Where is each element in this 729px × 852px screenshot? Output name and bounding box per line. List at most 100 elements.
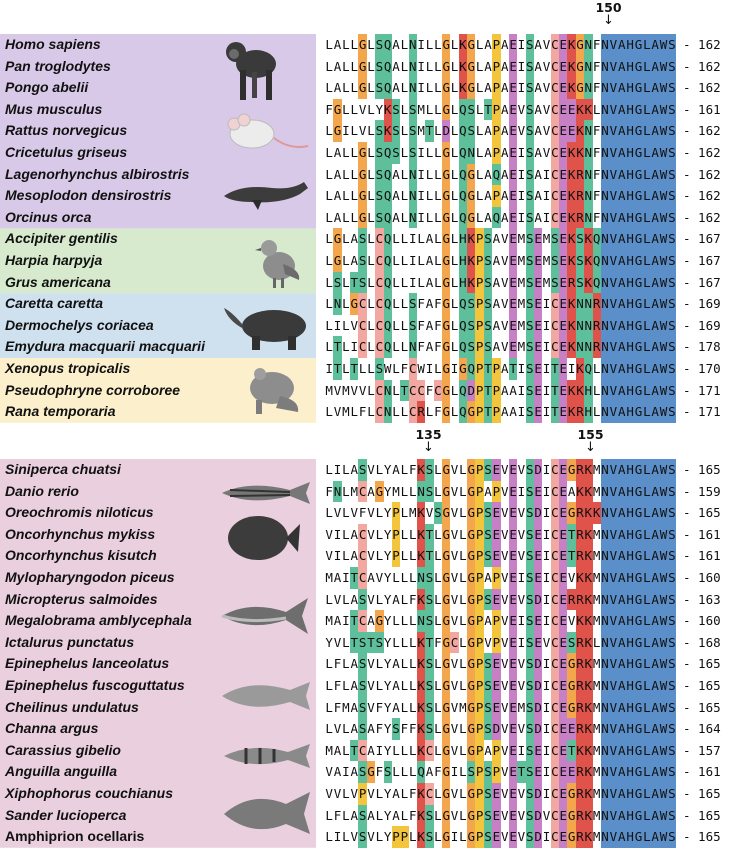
residue: E [508, 653, 518, 675]
residue: I [333, 462, 342, 477]
residue: W [659, 739, 668, 762]
residue: S [525, 783, 534, 805]
residue: H [625, 610, 635, 632]
residue: Q [467, 358, 476, 380]
residue: L [400, 123, 409, 139]
residue: L [350, 209, 359, 225]
residue: L [367, 166, 375, 182]
residue: A [617, 653, 626, 675]
residue: S [483, 336, 493, 358]
species-name: Mesoplodon densirostris [5, 187, 172, 204]
end-position: - 167 [683, 253, 721, 268]
residue: G [634, 696, 643, 719]
residue: N [600, 314, 610, 337]
residue: V [325, 526, 333, 542]
residue: C [550, 77, 560, 99]
residue: L [400, 678, 409, 693]
residue: V [500, 742, 509, 758]
residue: L [475, 37, 484, 52]
residue: S [408, 314, 417, 337]
residue: G [634, 98, 643, 121]
residue: L [342, 742, 350, 758]
end-position: - 167 [683, 231, 721, 247]
residue: G [467, 653, 476, 675]
residue: S [408, 120, 417, 142]
residue: L [400, 526, 409, 542]
residue: A [617, 379, 626, 402]
residue: V [325, 764, 333, 780]
position-marker: 155 ↓ [571, 427, 611, 454]
residue: C [375, 401, 384, 423]
residue: I [342, 570, 350, 585]
residue: S [425, 826, 434, 848]
residue: W [659, 98, 668, 121]
residue: C [358, 545, 367, 567]
residue: L [350, 404, 359, 420]
residue: S [358, 696, 367, 719]
residue: L [375, 786, 384, 801]
residue: L [450, 58, 459, 74]
residue: A [651, 696, 660, 719]
residue: R [592, 293, 601, 315]
residue: A [333, 613, 342, 629]
residue: A [500, 404, 509, 420]
residue: N [584, 163, 593, 186]
residue: L [642, 653, 652, 675]
residue: V [500, 591, 509, 607]
residue: Y [383, 807, 392, 823]
residue: L [642, 185, 652, 207]
residue: G [634, 250, 643, 272]
residue: W [659, 163, 668, 186]
residue: T [350, 567, 359, 589]
residue: N [600, 826, 610, 848]
residue: K [584, 459, 593, 481]
residue: Y [383, 483, 392, 499]
residue: V [367, 678, 375, 693]
residue: A [350, 678, 359, 693]
residue: L [642, 459, 652, 481]
residue: S [525, 826, 534, 848]
residue: E [559, 610, 568, 632]
residue: N [600, 163, 610, 186]
residue: K [567, 77, 576, 99]
residue: F [400, 721, 409, 737]
residue: H [625, 718, 635, 740]
residue: V [450, 591, 459, 607]
residue: M [592, 526, 601, 542]
residue: S [525, 459, 534, 481]
residue: C [375, 314, 384, 337]
residue: H [625, 293, 635, 315]
residue: S [667, 206, 677, 229]
residue: S [667, 142, 677, 164]
residue: G [467, 610, 476, 632]
residue: E [508, 588, 518, 611]
residue: Q [383, 314, 392, 337]
residue: C [375, 293, 384, 315]
residue: S [425, 610, 434, 632]
residue: Y [383, 526, 392, 542]
species-name: Oncorhynchus kisutch [5, 547, 157, 564]
residue: G [442, 55, 451, 78]
residue: G [442, 271, 451, 294]
residue: S [667, 185, 677, 207]
end-position: - 161 [683, 764, 721, 780]
residue: H [625, 55, 635, 78]
residue: N [575, 336, 585, 358]
residue: V [609, 120, 618, 142]
residue: E [508, 98, 518, 121]
residue: S [483, 314, 493, 337]
residue: V [350, 505, 359, 521]
position-marker: 135 ↓ [409, 427, 449, 454]
residue: L [400, 462, 409, 477]
residue: Q [458, 142, 468, 164]
residue: I [542, 317, 551, 333]
residue: N [408, 336, 417, 358]
residue: N [584, 336, 593, 358]
residue: L [350, 37, 359, 52]
end-position: - 162 [683, 209, 721, 225]
residue: L [325, 296, 333, 312]
residue: S [483, 588, 493, 611]
